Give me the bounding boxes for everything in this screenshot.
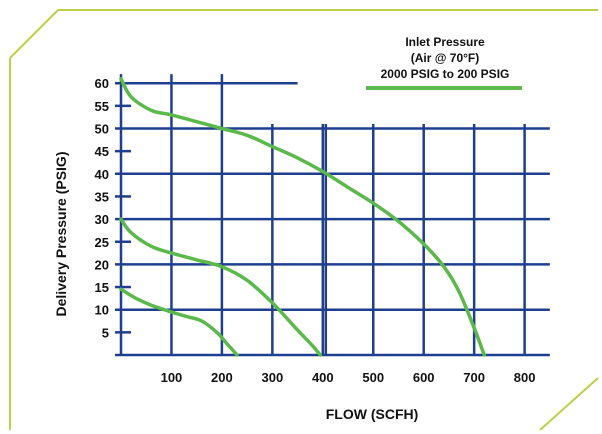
curve-1 [119,76,486,357]
y-tick-label: 35 [95,189,109,204]
legend-line-1: Inlet Pressure [405,35,485,49]
legend-line-2: (Air @ 70°F) [411,51,480,65]
y-tick-label: 45 [95,144,109,159]
y-tick-label: 10 [95,303,109,318]
x-tick-label: 400 [312,370,334,385]
x-tick-label: 100 [161,370,183,385]
x-tick-label: 800 [514,370,536,385]
x-tick-labels: 100 200 300 400 500 600 700 800 [161,370,536,385]
y-tick-label: 40 [95,167,109,182]
y-tick-label: 60 [95,76,109,91]
y-tick-label: 25 [95,235,109,250]
y-tick-label: 30 [95,212,109,227]
y-tick-label: 20 [95,257,109,272]
legend-line-3: 2000 PSIG to 200 PSIG [381,67,510,81]
y-tick-label: 5 [102,325,109,340]
decorative-frame [9,9,599,431]
y-tick-label: 50 [95,122,109,137]
x-tick-label: 600 [413,370,435,385]
curve-2 [119,217,323,357]
x-tick-label: 500 [362,370,384,385]
x-tick-label: 300 [261,370,283,385]
y-axis-title: Delivery Pressure (PSIG) [53,152,69,317]
legend: Inlet Pressure (Air @ 70°F) 2000 PSIG to… [366,35,522,90]
x-tick-label: 700 [463,370,485,385]
curve-3 [119,287,239,357]
x-axis-title: FLOW (SCFH) [326,406,419,422]
y-tick-label: 55 [95,99,109,114]
y-tick-label: 15 [95,280,109,295]
curves [119,76,486,357]
x-tick-label: 200 [211,370,233,385]
grid-lines [115,74,550,357]
y-tick-labels: 5 10 15 20 25 30 35 40 45 50 55 60 [95,76,109,340]
